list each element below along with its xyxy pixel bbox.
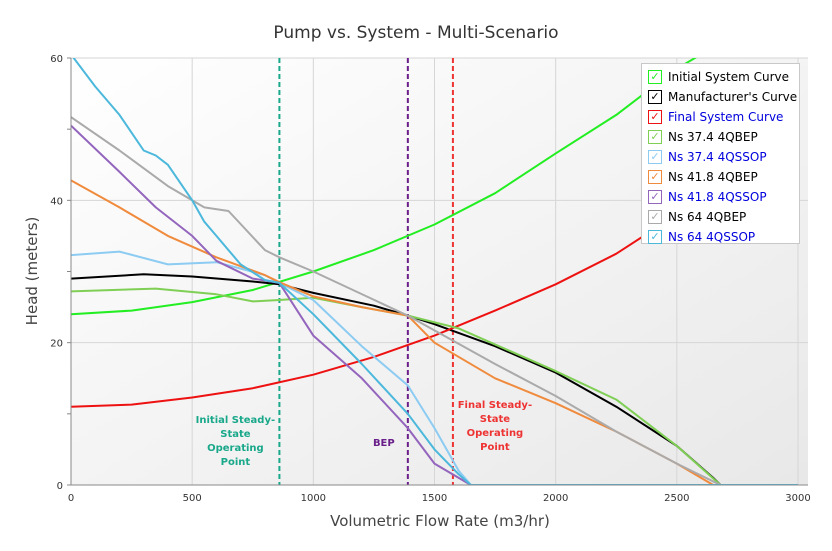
- legend-item[interactable]: ✓ Ns 64 4QSSOP: [648, 227, 799, 247]
- chart-title: Pump vs. System - Multi-Scenario: [273, 23, 558, 43]
- checkbox-icon[interactable]: ✓: [648, 170, 662, 184]
- legend-label: Ns 64 4QBEP: [668, 210, 747, 224]
- legend: ✓ Initial System Curve ✓ Manufacturer's Cur…: [641, 63, 800, 244]
- x-tick-label: 3000: [785, 493, 810, 504]
- legend-label: Manufacturer's Curve: [668, 90, 798, 104]
- series-line-7: [71, 116, 721, 485]
- x-tick-label: 1000: [301, 493, 326, 504]
- x-tick-label: 500: [183, 493, 202, 504]
- checkbox-icon[interactable]: ✓: [648, 90, 662, 104]
- legend-label: Ns 37.4 4QBEP: [668, 130, 758, 144]
- legend-label: Initial System Curve: [668, 70, 789, 84]
- x-axis-label: Volumetric Flow Rate (m3/hr): [330, 512, 550, 530]
- checkbox-icon[interactable]: ✓: [648, 210, 662, 224]
- legend-item[interactable]: ✓ Ns 37.4 4QBEP: [648, 127, 799, 147]
- legend-label: Ns 64 4QSSOP: [668, 230, 756, 244]
- legend-item[interactable]: ✓ Ns 64 4QBEP: [648, 207, 799, 227]
- marker-label: Initial Steady-State Operating Point: [196, 415, 275, 468]
- series-line-8: [72, 58, 798, 485]
- marker-label: BEP: [373, 438, 395, 449]
- x-tick-label: 2500: [664, 493, 689, 504]
- checkbox-icon[interactable]: ✓: [648, 70, 662, 84]
- y-tick-label: 40: [50, 196, 63, 207]
- checkbox-icon[interactable]: ✓: [648, 150, 662, 164]
- series-line-5: [71, 179, 714, 485]
- y-tick-label: 0: [57, 481, 63, 492]
- y-axis-label: Head (meters): [23, 217, 41, 326]
- x-tick-label: 2000: [543, 493, 568, 504]
- checkbox-icon[interactable]: ✓: [648, 130, 662, 144]
- checkbox-icon[interactable]: ✓: [648, 230, 662, 244]
- legend-label: Ns 41.8 4QBEP: [668, 170, 758, 184]
- y-tick-label: 20: [50, 339, 63, 350]
- legend-item[interactable]: ✓ Manufacturer's Curve: [648, 87, 799, 107]
- x-tick-label: 0: [68, 493, 74, 504]
- legend-item[interactable]: ✓ Final System Curve: [648, 107, 799, 127]
- checkbox-icon[interactable]: ✓: [648, 110, 662, 124]
- series-line-0: [71, 58, 697, 316]
- checkbox-icon[interactable]: ✓: [648, 190, 662, 204]
- marker-label: Final Steady-State Operating Point: [458, 400, 532, 453]
- legend-item[interactable]: ✓ Ns 41.8 4QSSOP: [648, 187, 799, 207]
- y-tick-label: 60: [50, 54, 63, 65]
- legend-item[interactable]: ✓ Initial System Curve: [648, 67, 799, 87]
- legend-label: Ns 37.4 4QSSOP: [668, 150, 767, 164]
- legend-item[interactable]: ✓ Ns 37.4 4QSSOP: [648, 147, 799, 167]
- legend-label: Ns 41.8 4QSSOP: [668, 190, 767, 204]
- series-line-4: [71, 250, 472, 485]
- x-tick-label: 1500: [422, 493, 447, 504]
- legend-item[interactable]: ✓ Ns 41.8 4QBEP: [648, 167, 799, 187]
- legend-label: Final System Curve: [668, 110, 784, 124]
